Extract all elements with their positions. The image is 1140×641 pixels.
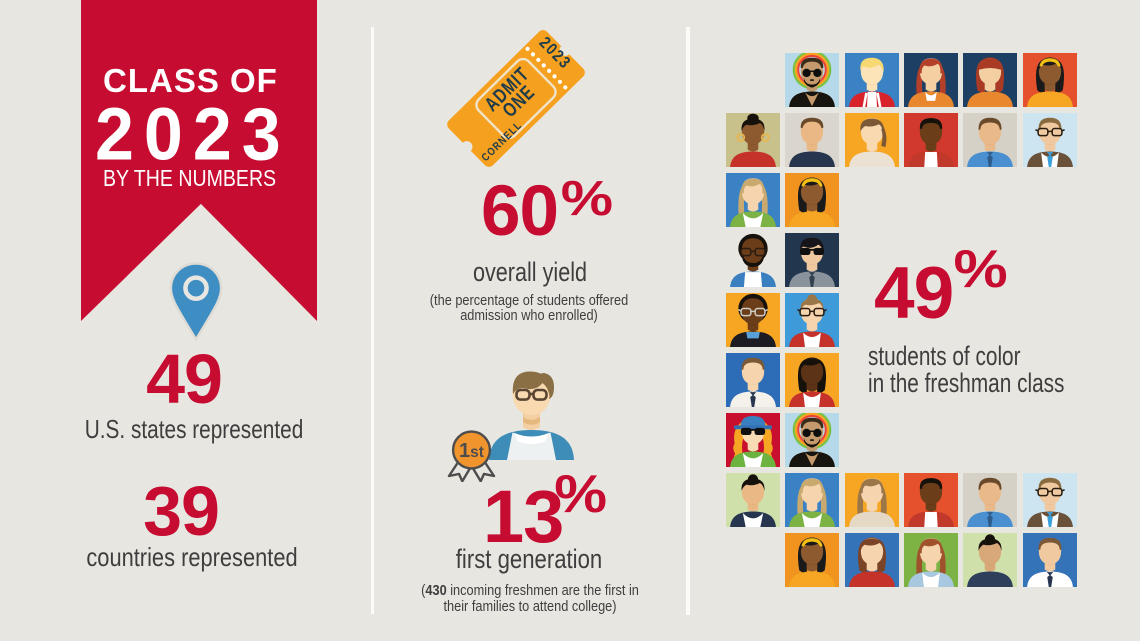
svg-text:1st: 1st [459,440,484,462]
